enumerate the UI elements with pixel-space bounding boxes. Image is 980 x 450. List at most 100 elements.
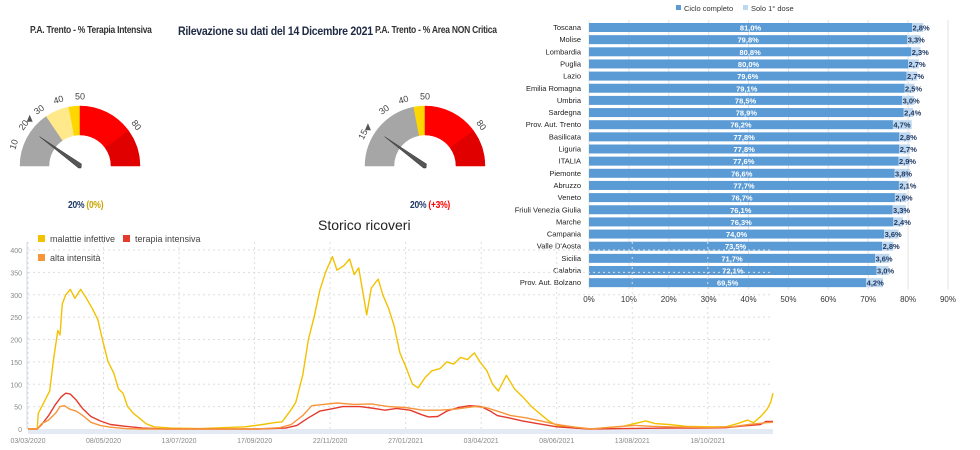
report-title: Rilevazione su dati del 14 Dicembre 2021 — [178, 24, 373, 38]
bar-ciclo-completo — [589, 266, 877, 275]
bar-solo-prima-dose — [899, 132, 911, 142]
bar-label-ciclo-completo: 77,8% — [734, 145, 756, 154]
category-label: Campania — [547, 230, 582, 239]
bar-solo-prima-dose — [898, 156, 911, 166]
bar-label-ciclo-completo: 76,2% — [730, 121, 752, 130]
gauge-tick-label: 15 — [356, 128, 369, 141]
bar-label-ciclo-completo: 79,6% — [737, 72, 759, 81]
bar-solo-prima-dose — [906, 71, 918, 81]
category-label: Friuli Venezia Giulia — [515, 205, 582, 214]
bar-label-ciclo-completo: 76,3% — [731, 218, 753, 227]
bar-solo-prima-dose — [899, 144, 911, 154]
legend-label: alta intensità — [50, 253, 101, 263]
bar-label-solo-prima-dose: 3,0% — [903, 96, 920, 105]
bar-ciclo-completo — [589, 23, 913, 32]
category-label: Emilia Romagna — [526, 84, 582, 93]
gauge-value-area-non-critica: 20% (+3%) — [410, 200, 450, 211]
bar-label-solo-prima-dose: 2,4% — [894, 218, 911, 227]
bar-label-solo-prima-dose: 2,8% — [913, 24, 930, 33]
bar-label-solo-prima-dose: 2,3% — [912, 48, 929, 57]
bar-solo-prima-dose — [892, 205, 906, 215]
bar-label-solo-prima-dose: 4,2% — [867, 279, 884, 288]
bar-ciclo-completo — [589, 193, 895, 203]
series-line-alta-intensità — [28, 402, 774, 430]
gauge-needle — [39, 136, 82, 169]
bar-label-ciclo-completo: 79,8% — [738, 36, 760, 45]
bar-label-ciclo-completo: 72,1% — [722, 267, 744, 276]
y-tick-label: 50 — [14, 405, 22, 412]
category-label: Abruzzo — [553, 181, 581, 190]
bar-solo-prima-dose — [866, 278, 883, 288]
bar-solo-prima-dose — [911, 47, 921, 57]
x-tick-label: 03/04/2021 — [464, 438, 499, 445]
legend-swatch — [38, 254, 45, 261]
bar-solo-prima-dose — [882, 241, 894, 251]
x-tick-label: 40% — [741, 295, 757, 304]
x-tick-label: 08/05/2020 — [86, 438, 121, 445]
bar-ciclo-completo — [589, 35, 908, 45]
bar-solo-prima-dose — [898, 180, 908, 190]
category-label: Marche — [556, 217, 581, 226]
bar-label-solo-prima-dose: 3,0% — [877, 267, 894, 276]
bar-label-solo-prima-dose: 2,9% — [899, 157, 916, 166]
gauge-segment — [449, 130, 486, 167]
y-tick-label: 0 — [18, 427, 22, 434]
y-tick-label: 350 — [10, 270, 22, 277]
hospitalization-line-chart: 0 50 100 150 200 250 300 350 400 03/03/2020 08/05/… — [10, 234, 774, 445]
bar-ciclo-completo — [589, 278, 867, 288]
category-label: Prov. Aut. Trento — [526, 120, 581, 129]
gauge-tick-label: 50 — [75, 91, 85, 101]
bar-label-ciclo-completo: 78,9% — [736, 109, 758, 118]
gauge-value: 20% — [410, 200, 427, 211]
gauge-value-terapia-intensiva: 20% (0%) — [68, 200, 104, 211]
category-label: Prov. Aut. Bolzano — [520, 278, 581, 287]
bar-label-solo-prima-dose: 3,6% — [875, 254, 892, 263]
x-tick-label: 90% — [940, 295, 956, 304]
category-label: ITALIA — [559, 157, 581, 166]
gauge-needle — [384, 136, 427, 169]
bar-ciclo-completo — [589, 168, 895, 178]
x-tick-label: 0% — [583, 295, 595, 304]
category-label: Molise — [559, 35, 581, 44]
bar-ciclo-completo — [589, 205, 893, 215]
bar-ciclo-completo — [589, 120, 893, 130]
category-label: Sardegna — [548, 108, 581, 117]
bar-ciclo-completo — [589, 47, 912, 57]
line-chart-title: Storico ricoveri — [318, 217, 411, 233]
bar-ciclo-completo — [589, 180, 899, 190]
x-tick-label: 03/03/2020 — [10, 438, 45, 445]
bar-solo-prima-dose — [875, 253, 890, 263]
bar-ciclo-completo — [589, 59, 909, 69]
bar-label-ciclo-completo: 77,7% — [733, 181, 755, 190]
gauge-tick-label: 80 — [129, 118, 143, 132]
x-tick-label: 30% — [701, 295, 717, 304]
bar-label-ciclo-completo: 71,7% — [721, 254, 743, 263]
legend-label: malattie infettive — [50, 234, 115, 244]
bar-solo-prima-dose — [912, 23, 924, 32]
bar-label-solo-prima-dose: 3,6% — [885, 230, 902, 239]
gauge-segment — [104, 130, 141, 167]
legend-label: Ciclo completo — [684, 4, 733, 13]
bar-label-solo-prima-dose: 3,3% — [908, 36, 925, 45]
series-line-malattie-infettive — [28, 256, 774, 430]
bar-label-ciclo-completo: 76,6% — [731, 169, 753, 178]
bar-ciclo-completo — [589, 156, 899, 166]
bar-label-ciclo-completo: 80,0% — [738, 60, 760, 69]
category-label: Sicilia — [561, 254, 581, 263]
bar-label-solo-prima-dose: 2,7% — [907, 72, 924, 81]
x-tick-label: 60% — [820, 295, 836, 304]
y-tick-label: 300 — [10, 293, 22, 300]
category-label: Basilicata — [549, 132, 582, 141]
gauge-area-non-critica: 15 30 40 50 80 — [356, 91, 488, 169]
x-tick-label: 22/11/2020 — [313, 438, 348, 445]
bar-label-solo-prima-dose: 3,3% — [893, 206, 910, 215]
bar-solo-prima-dose — [876, 266, 889, 275]
x-tick-label: 18/10/2021 — [690, 438, 725, 445]
bar-label-ciclo-completo: 76,7% — [731, 194, 753, 203]
category-label: Toscana — [553, 23, 582, 32]
bar-solo-prima-dose — [904, 83, 915, 93]
bar-label-solo-prima-dose: 4,7% — [893, 121, 910, 130]
bar-label-ciclo-completo: 76,1% — [730, 206, 752, 215]
gauge-value: 20% — [68, 200, 85, 211]
